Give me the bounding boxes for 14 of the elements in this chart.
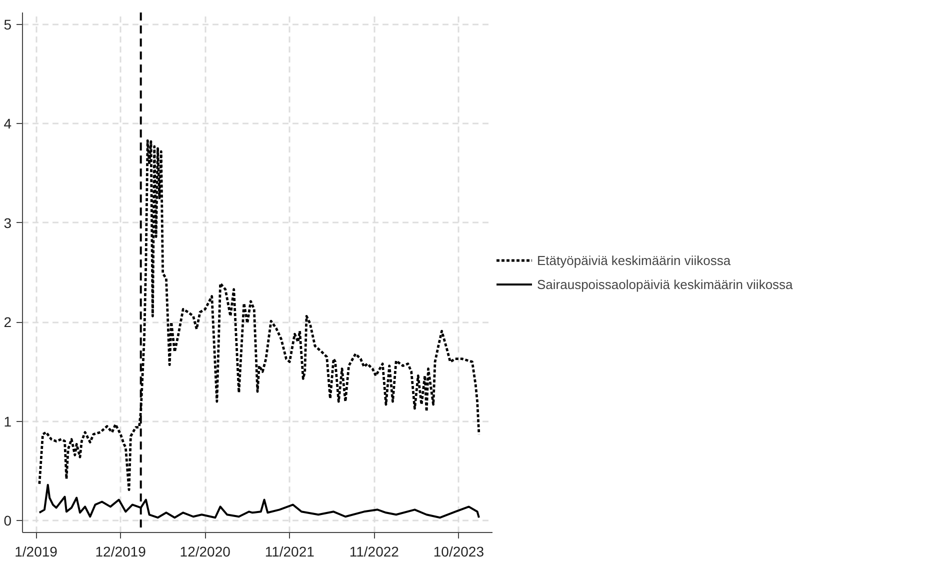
- x-tick-label: 11/2022: [349, 544, 400, 560]
- y-tick-label: 5: [4, 16, 12, 32]
- x-tick-label: 11/2021: [264, 544, 315, 560]
- x-tick-label: 10/2023: [433, 544, 484, 560]
- legend-label: Etätyöpäiviä keskimäärin viikossa: [537, 252, 731, 268]
- y-tick-label: 3: [4, 214, 12, 231]
- y-tick-label: 1: [4, 413, 12, 430]
- x-tick-label: 1/2019: [14, 544, 58, 560]
- legend-label: Sairauspoissaolopäiviä keskimäärin viikossa: [537, 276, 793, 292]
- y-tick-label: 2: [4, 314, 12, 330]
- x-tick-label: 12/2019: [95, 544, 146, 560]
- y-tick-label: 4: [4, 116, 12, 132]
- x-tick-label: 12/2020: [180, 544, 231, 560]
- y-tick-label: 0: [4, 512, 12, 529]
